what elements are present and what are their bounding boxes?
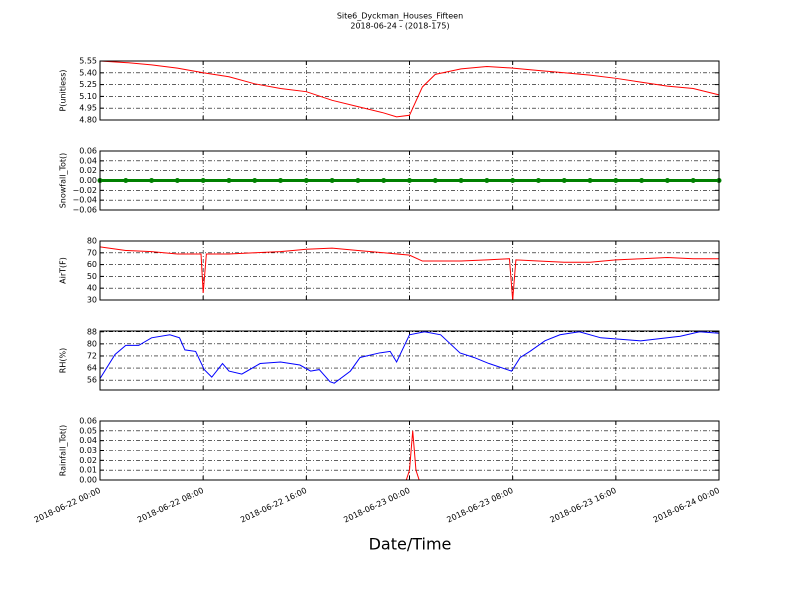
y-tick-label: 4.80: [79, 116, 97, 125]
y-tick-label: −0.04: [72, 196, 97, 205]
y-tick-label: 50: [87, 272, 97, 281]
marker: [252, 178, 258, 183]
y-axis-label: RH(%): [59, 348, 68, 373]
y-tick-label: 80: [87, 339, 97, 348]
y-axis-label: Snowfall_Tot(): [59, 153, 68, 209]
y-axis-label: AirT(F): [59, 257, 68, 284]
x-tick-label: 2018-06-23 16:00: [549, 486, 618, 525]
y-tick-label: 0.01: [79, 466, 97, 475]
y-tick-label: 0.00: [79, 476, 97, 485]
y-tick-label: 5.10: [79, 92, 97, 101]
y-tick-label: 88: [87, 327, 97, 336]
y-tick-label: 30: [87, 296, 97, 305]
y-tick-label: 5.40: [79, 68, 97, 77]
y-tick-label: 64: [87, 364, 97, 373]
x-tick-label: 2018-06-22 00:00: [33, 486, 102, 525]
marker: [484, 178, 490, 183]
marker: [510, 178, 516, 183]
marker: [664, 178, 670, 183]
x-tick-label: 2018-06-24 00:00: [652, 486, 721, 525]
y-tick-label: 5.55: [79, 57, 97, 66]
y-tick-label: 0.03: [79, 446, 97, 455]
plot-frame: [99, 60, 720, 121]
marker: [303, 178, 309, 183]
marker: [432, 178, 438, 183]
y-tick-label: 40: [87, 284, 97, 293]
y-tick-label: 60: [87, 260, 97, 269]
marker: [535, 178, 541, 183]
marker: [149, 178, 155, 183]
marker: [278, 178, 284, 183]
y-tick-label: 56: [87, 376, 97, 385]
marker: [639, 178, 645, 183]
marker: [613, 178, 619, 183]
y-tick-label: −0.02: [72, 186, 97, 195]
series-line: [99, 60, 720, 118]
marker: [329, 178, 335, 183]
marker: [123, 178, 129, 183]
chart-title: Site6_Dyckman_Houses_Fifteen: [337, 12, 463, 21]
x-tick-label: 2018-06-22 08:00: [136, 486, 205, 525]
marker: [174, 178, 180, 183]
y-tick-label: 72: [87, 351, 97, 360]
y-tick-label: 5.25: [79, 80, 97, 89]
y-tick-label: 4.95: [79, 104, 97, 113]
y-tick-label: 0.00: [79, 176, 97, 185]
plot-frame: [99, 150, 720, 211]
marker: [200, 178, 206, 183]
y-tick-label: 0.04: [79, 156, 97, 165]
y-axis-label: P(unitless): [59, 69, 68, 111]
y-tick-label: 80: [87, 237, 97, 246]
series-line: [99, 246, 719, 301]
marker: [458, 178, 464, 183]
y-tick-label: 0.04: [79, 436, 97, 445]
plot-frame: [99, 240, 720, 301]
y-tick-label: 0.06: [79, 417, 97, 426]
marker: [690, 178, 696, 183]
y-tick-label: 0.06: [79, 147, 97, 156]
marker: [355, 178, 361, 183]
x-axis-label: Date/Time: [369, 535, 452, 554]
y-axis-label: Rainfall_Tot(): [59, 425, 68, 477]
plot-frame: [99, 330, 720, 391]
x-tick-label: 2018-06-22 16:00: [239, 486, 308, 525]
y-tick-label: −0.06: [72, 206, 97, 215]
marker: [381, 178, 387, 183]
x-tick-label: 2018-06-23 00:00: [342, 486, 411, 525]
marker: [561, 178, 567, 183]
marker: [226, 178, 232, 183]
marker: [587, 178, 593, 183]
y-tick-label: 0.02: [79, 456, 97, 465]
marker: [407, 178, 412, 183]
chart-subtitle: 2018-06-24 - (2018-175): [350, 22, 449, 31]
x-tick-label: 2018-06-23 08:00: [445, 486, 514, 525]
series-line: [99, 331, 720, 384]
y-tick-label: 0.02: [79, 166, 97, 175]
y-tick-label: 0.05: [79, 426, 97, 435]
y-tick-label: 70: [87, 248, 97, 257]
plot-frame: [99, 420, 720, 481]
